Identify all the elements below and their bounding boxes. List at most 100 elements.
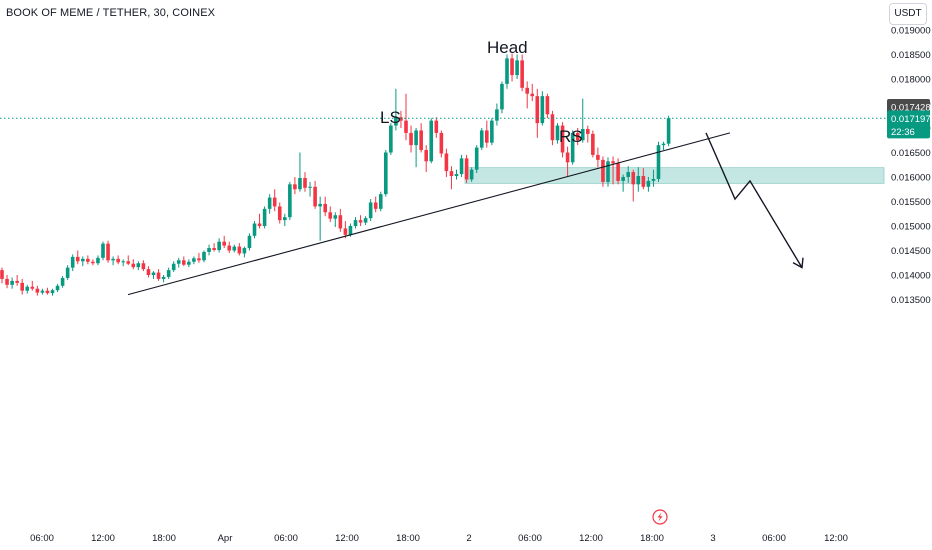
candle-body [136,263,141,268]
x-tick-label: 18:00 [396,533,420,544]
candle [525,81,529,109]
candle [40,288,45,295]
candle [303,172,307,192]
candle-body [515,60,519,76]
candle [333,212,338,227]
candle [323,196,327,217]
neckline-trendline[interactable] [127,132,731,296]
candle [257,213,262,229]
candle [111,256,115,266]
candle [641,168,646,190]
candle [328,206,333,223]
candle [631,169,636,202]
candle-body [20,282,24,291]
candle-body [161,276,166,279]
candle-body [666,118,671,144]
candle-body [96,257,100,264]
candle [217,238,221,253]
candle [45,287,50,295]
candle-body [474,147,479,170]
candle-body [166,270,171,277]
candle-body [540,96,545,124]
candle [414,128,418,168]
candle [35,285,40,296]
candle [490,118,494,146]
candle-body [303,177,307,188]
x-tick-label: 3 [710,533,715,544]
candle-body [479,130,484,148]
candle [242,246,247,258]
candle-body [0,270,4,279]
candle [86,255,90,265]
candle-body [495,109,499,121]
candle [429,118,434,164]
candle-body [530,93,535,97]
candle-body [565,152,570,163]
candle [434,117,439,138]
y-tick-label: 0.016500 [891,148,931,159]
candle-body [580,128,585,141]
candle [646,177,651,192]
candle-body [404,120,408,133]
candle-body [262,208,267,226]
candle-body [15,280,19,283]
candle-body [121,261,125,263]
candle [176,257,181,268]
candle-body [257,223,262,226]
candle-body [197,258,201,261]
annotation-label: LS [380,108,401,127]
candle [262,206,267,229]
candle-body [606,161,610,182]
x-tick-label: 12:00 [335,533,359,544]
candle-body [631,172,636,185]
candle-body [151,272,156,275]
candle [565,146,570,177]
candle-body [65,267,70,278]
candle [555,123,560,144]
candle-body [283,217,287,221]
candle-body [192,258,196,262]
candle-body [641,176,646,187]
candle-body [40,290,45,293]
candle [343,221,348,239]
candle [550,110,555,146]
candle [0,267,4,284]
candles-layer [0,53,671,296]
candle-body [232,246,237,251]
candle [419,123,423,153]
candle [394,88,398,131]
candle [202,250,206,263]
candle-body [545,96,550,115]
candle-body [242,248,247,254]
candle [373,196,378,213]
candle [621,174,625,192]
candle-body [500,83,504,110]
candle [368,199,373,222]
candle-body [318,203,322,207]
candle-body [555,125,560,141]
candle [277,202,282,224]
x-tick-label: 06:00 [30,533,54,544]
candle-body [353,220,358,226]
candle-body [389,125,393,153]
candle [288,181,292,221]
projection-path[interactable] [705,132,803,269]
candle-body [106,243,110,261]
candle-body [298,177,302,190]
lightning-icon[interactable] [652,509,668,525]
candle [267,194,272,214]
currency-button[interactable]: USDT [889,3,927,25]
x-tick-label: 12:00 [579,533,603,544]
candle [464,154,469,183]
last-price-label: 0.017197 [891,114,931,125]
candle [106,240,110,263]
support-zone[interactable] [464,167,885,184]
candle [141,260,146,272]
candle [232,244,237,253]
candle [505,54,509,89]
last-price-tag [887,110,930,139]
candle [611,156,615,185]
candle-body [70,256,75,268]
candle-body [333,215,338,219]
